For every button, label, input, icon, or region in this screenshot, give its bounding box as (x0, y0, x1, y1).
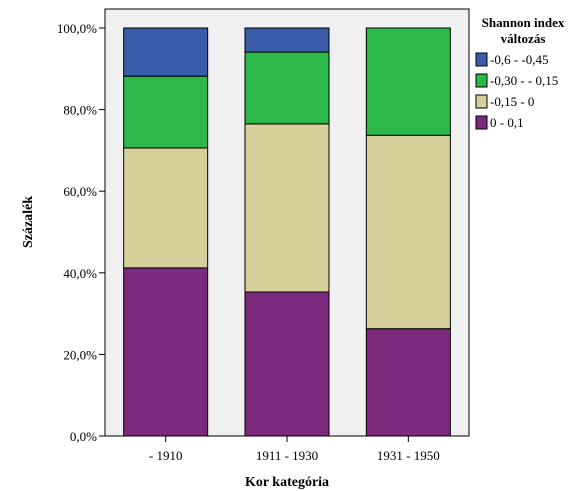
bar-segment (244, 123, 330, 293)
x-axis: - 1910 1911 - 1930 1931 - 1950 (105, 435, 469, 463)
bar-segment (123, 75, 209, 149)
bars-group (123, 27, 451, 437)
legend-title-line2: változás (501, 31, 546, 46)
legend-label: -0,15 - 0 (490, 94, 534, 109)
bar-segment (244, 51, 330, 125)
legend-swatch (475, 52, 488, 67)
legend-title-line1: Shannon index (482, 15, 565, 30)
legend-label: -0,30 - - 0,15 (490, 73, 558, 88)
x-tick-label: 1911 - 1930 (256, 448, 318, 463)
bar-segment (123, 267, 209, 437)
x-axis-title: Kor kategória (245, 475, 329, 490)
legend-swatch (475, 115, 488, 130)
bar-segment (244, 27, 330, 53)
legend-swatch (475, 73, 488, 88)
bar-segment (123, 27, 209, 77)
y-tick-label: 100,0% (57, 21, 97, 36)
y-tick-label: 0,0% (70, 429, 97, 444)
y-axis-title: Százalék (21, 196, 36, 248)
y-axis: 0,0% 20,0% 40,0% 60,0% 80,0% 100,0% (57, 9, 106, 444)
bar-segment (365, 27, 451, 136)
legend-label: -0,6 - -0,45 (490, 52, 549, 67)
bar-segment (244, 291, 330, 437)
bar-segment (365, 134, 451, 330)
y-tick-label: 80,0% (63, 103, 97, 118)
bar-segment (123, 147, 209, 269)
legend-label: 0 - 0,1 (490, 115, 524, 130)
legend: Shannon index változás -0,6 - -0,45 -0,30… (475, 15, 565, 130)
legend-items: -0,6 - -0,45 -0,30 - - 0,15 -0,15 - 0 0 - 0… (475, 52, 558, 130)
y-tick-label: 40,0% (63, 266, 97, 281)
bar-segment (365, 328, 451, 437)
x-tick-label: - 1910 (149, 448, 183, 463)
y-tick-label: 60,0% (63, 184, 97, 199)
x-tick-label: 1931 - 1950 (377, 448, 440, 463)
legend-swatch (475, 94, 488, 109)
y-tick-label: 20,0% (63, 347, 97, 362)
